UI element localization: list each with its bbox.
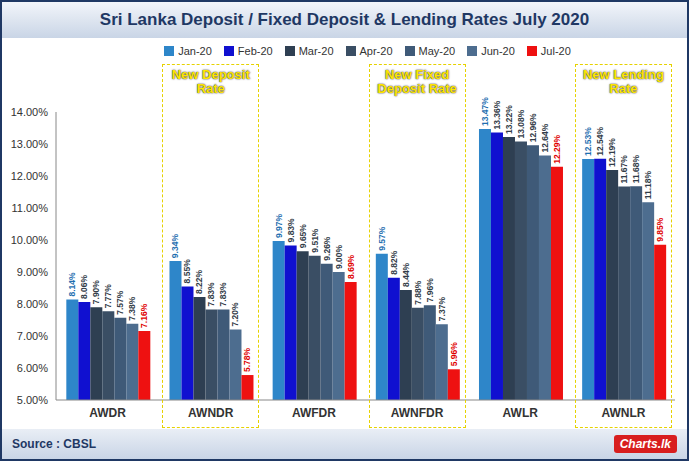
svg-text:11.00%: 11.00% xyxy=(12,202,49,214)
svg-text:9.51%: 9.51% xyxy=(310,228,320,253)
svg-text:9.00%: 9.00% xyxy=(17,266,48,278)
html-text:Jun-20: Jun-20 xyxy=(481,45,515,57)
html-text:May-20: May-20 xyxy=(418,45,456,57)
html-text:New Fixed Deposit Rate: New Fixed Deposit Rate xyxy=(377,67,457,96)
svg-text:9.00%: 9.00% xyxy=(334,244,344,269)
svg-text:8.14%: 8.14% xyxy=(67,272,77,297)
svg-text:7.00%: 7.00% xyxy=(17,330,48,342)
html-text:Source : CBSL: Source : CBSL xyxy=(12,437,96,451)
svg-text:7.16%: 7.16% xyxy=(139,303,149,328)
html-text:Apr-20: Apr-20 xyxy=(359,45,393,57)
svg-text:12.54%: 12.54% xyxy=(595,126,605,155)
svg-text:8.82%: 8.82% xyxy=(389,250,399,275)
svg-text:5.78%: 5.78% xyxy=(242,347,252,372)
svg-text:9.85%: 9.85% xyxy=(655,217,665,242)
svg-text:7.90%: 7.90% xyxy=(91,280,101,305)
html-text:Charts.lk: Charts.lk xyxy=(619,437,671,451)
svg-text:7.38%: 7.38% xyxy=(127,296,137,321)
svg-text:13.00%: 13.00% xyxy=(11,138,49,150)
svg-text:7.96%: 7.96% xyxy=(425,278,435,303)
svg-text:12.53%: 12.53% xyxy=(583,127,593,156)
html-text:Jan-20: Jan-20 xyxy=(178,45,212,57)
svg-text:AWNLR: AWNLR xyxy=(601,406,645,420)
svg-text:8.06%: 8.06% xyxy=(79,275,89,300)
svg-text:13.36%: 13.36% xyxy=(492,100,502,129)
html-text:Sri Lanka Deposit / Fixed Depo: Sri Lanka Deposit / Fixed Deposit & Lend… xyxy=(99,10,590,29)
svg-text:AWNDR: AWNDR xyxy=(188,406,234,420)
svg-text:11.68%: 11.68% xyxy=(631,154,641,183)
svg-text:8.00%: 8.00% xyxy=(17,298,48,310)
svg-text:9.65%: 9.65% xyxy=(298,224,308,249)
svg-text:9.97%: 9.97% xyxy=(274,213,284,238)
svg-text:AWNFDR: AWNFDR xyxy=(391,406,444,420)
svg-text:7.37%: 7.37% xyxy=(437,297,447,322)
svg-text:8.22%: 8.22% xyxy=(194,269,204,294)
svg-text:6.00%: 6.00% xyxy=(17,362,48,374)
svg-text:10.00%: 10.00% xyxy=(11,234,49,246)
html-text:Mar-20: Mar-20 xyxy=(298,45,334,57)
svg-text:9.26%: 9.26% xyxy=(322,236,332,261)
svg-text:14.00%: 14.00% xyxy=(11,106,49,118)
svg-text:7.57%: 7.57% xyxy=(115,290,125,315)
svg-text:12.29%: 12.29% xyxy=(552,134,562,163)
html-text:Jul-20: Jul-20 xyxy=(540,45,571,57)
svg-text:9.57%: 9.57% xyxy=(377,226,387,251)
svg-text:7.20%: 7.20% xyxy=(230,302,240,327)
svg-text:AWLR: AWLR xyxy=(503,406,539,420)
svg-text:7.83%: 7.83% xyxy=(206,282,216,307)
svg-text:8.55%: 8.55% xyxy=(182,259,192,284)
svg-text:12.00%: 12.00% xyxy=(11,170,49,182)
svg-text:7.88%: 7.88% xyxy=(413,280,423,305)
svg-text:13.08%: 13.08% xyxy=(516,109,526,138)
svg-text:12.19%: 12.19% xyxy=(607,138,617,167)
html-text:New Lending Rate: New Lending Rate xyxy=(583,67,664,96)
svg-text:13.22%: 13.22% xyxy=(504,105,514,134)
svg-text:8.69%: 8.69% xyxy=(346,254,356,279)
svg-text:9.83%: 9.83% xyxy=(286,218,296,243)
html-text:New Deposit Rate: New Deposit Rate xyxy=(171,67,250,96)
svg-text:AWFDR: AWFDR xyxy=(292,406,336,420)
svg-text:5.96%: 5.96% xyxy=(449,342,459,367)
svg-text:11.18%: 11.18% xyxy=(643,170,653,199)
svg-text:5.00%: 5.00% xyxy=(17,394,48,406)
svg-text:12.64%: 12.64% xyxy=(540,123,550,152)
svg-text:13.47%: 13.47% xyxy=(480,97,490,126)
svg-text:8.44%: 8.44% xyxy=(401,262,411,287)
svg-text:11.67%: 11.67% xyxy=(619,155,629,184)
svg-text:AWDR: AWDR xyxy=(89,406,126,420)
html-text:Feb-20: Feb-20 xyxy=(237,45,273,57)
svg-text:7.83%: 7.83% xyxy=(218,282,228,307)
svg-text:9.34%: 9.34% xyxy=(170,234,180,259)
svg-text:7.77%: 7.77% xyxy=(103,284,113,309)
svg-text:12.96%: 12.96% xyxy=(528,113,538,142)
